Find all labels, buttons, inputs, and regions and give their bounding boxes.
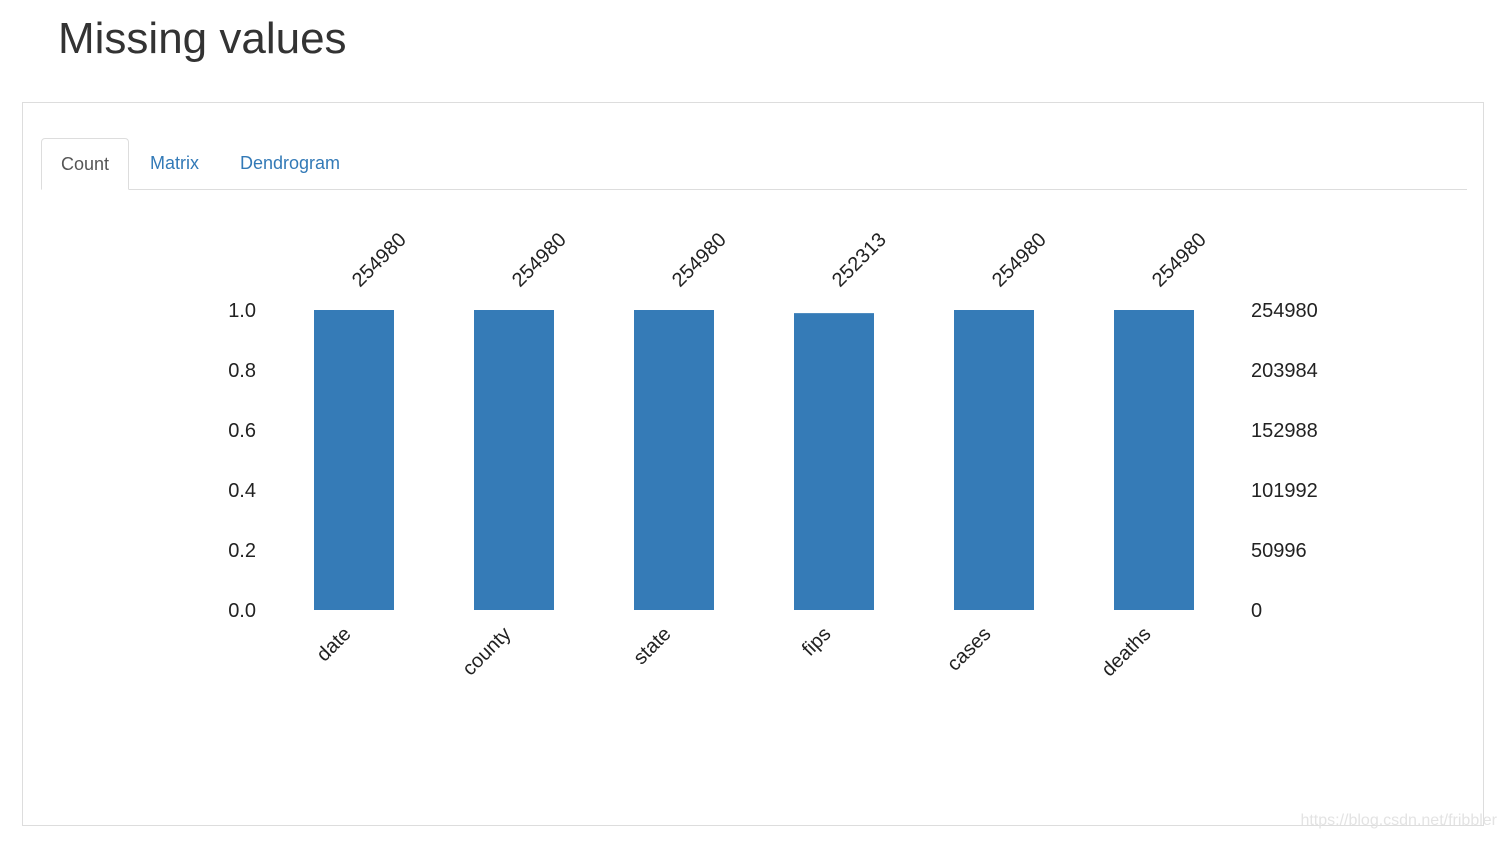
left-axis-tick-label: 0.2 xyxy=(228,540,256,562)
bar-cases xyxy=(954,310,1034,610)
bar-deaths xyxy=(1114,310,1194,610)
bar-county xyxy=(474,310,554,610)
right-axis-tick-label: 0 xyxy=(1251,600,1262,622)
bar-data-label: 254980 xyxy=(988,229,1051,292)
bar-data-label: 254980 xyxy=(1148,229,1211,292)
report-panel: Count Matrix Dendrogram xyxy=(22,102,1484,826)
right-axis-tick-label: 50996 xyxy=(1251,540,1307,562)
tab-matrix[interactable]: Matrix xyxy=(150,153,199,173)
bar-data-label: 254980 xyxy=(508,229,571,292)
bar-state xyxy=(634,310,714,610)
bar-date xyxy=(314,310,394,610)
bar-data-label: 254980 xyxy=(348,229,411,292)
category-label: deaths xyxy=(1098,623,1156,681)
left-axis-tick-label: 0.6 xyxy=(228,420,256,442)
left-axis-tick-label: 0.0 xyxy=(228,600,256,622)
left-axis-tick-label: 0.8 xyxy=(228,360,256,382)
category-label: fips xyxy=(798,623,836,661)
right-axis-tick-label: 254980 xyxy=(1251,300,1318,322)
category-label: state xyxy=(629,623,675,669)
tab-dendrogram[interactable]: Dendrogram xyxy=(240,153,341,173)
category-label: cases xyxy=(943,623,996,676)
watermark: https://blog.csdn.net/fribbler xyxy=(1300,812,1497,829)
bar-fips xyxy=(794,313,874,610)
left-axis-tick-label: 1.0 xyxy=(228,300,256,322)
right-axis-tick-label: 152988 xyxy=(1251,420,1318,442)
bar-data-label: 254980 xyxy=(668,229,731,292)
tab-bar: Count Matrix Dendrogram xyxy=(41,138,1467,190)
bar-data-label: 252313 xyxy=(828,229,891,292)
tab-count[interactable]: Count xyxy=(41,138,130,190)
category-label: county xyxy=(458,623,515,680)
page-title: Missing values xyxy=(58,14,347,63)
category-label: date xyxy=(312,623,355,666)
right-axis-tick-label: 203984 xyxy=(1251,360,1318,382)
right-axis-tick-label: 101992 xyxy=(1251,480,1318,502)
left-axis-tick-label: 0.4 xyxy=(228,480,256,502)
